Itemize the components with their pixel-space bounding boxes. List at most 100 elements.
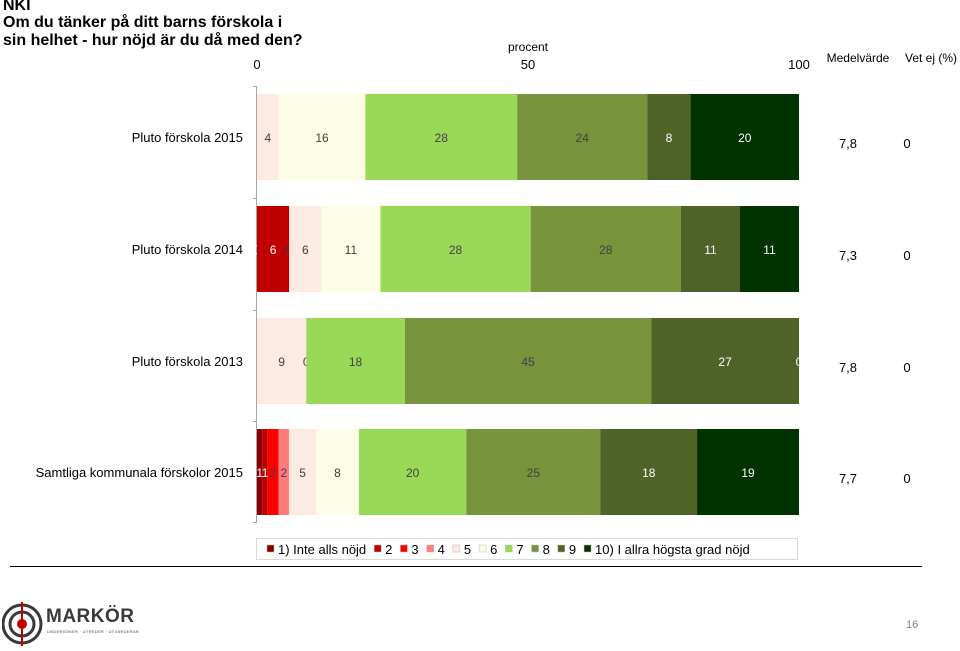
bar-segment	[466, 429, 601, 515]
legend-label: 1) Inte alls nöjd	[278, 542, 366, 557]
legend-label: 7	[516, 542, 523, 557]
bar-value-label: 28	[435, 131, 449, 145]
chart-question: Om du tänker på ditt barns förskola i si…	[3, 14, 303, 49]
bar-segment	[690, 94, 799, 180]
medelvarde-value: 7,7	[839, 471, 857, 486]
bar-value-label: 27	[718, 355, 732, 369]
bar-value-label: 11	[345, 243, 358, 257]
bar-segment	[358, 429, 467, 515]
bar-segment	[647, 94, 691, 180]
bar-value-label: 6	[270, 243, 277, 257]
bar-segment	[651, 318, 799, 404]
legend-label: 3	[411, 542, 418, 557]
legend-swatch	[531, 544, 539, 553]
bar-value-label: 18	[642, 466, 656, 480]
bar-value-label: 25	[527, 466, 541, 480]
category-label: Pluto förskola 2013	[132, 354, 243, 369]
bar-segment	[306, 318, 405, 404]
legend-label: 9	[569, 542, 576, 557]
bar-value-label: 18	[349, 355, 363, 369]
bar-value-label: 9	[278, 355, 285, 369]
legend-swatch	[373, 544, 382, 553]
bar-value-label: 16	[315, 131, 329, 145]
bar-value-label: 2	[270, 466, 277, 480]
bar-segment	[257, 206, 290, 292]
category-label: Pluto förskola 2014	[132, 242, 243, 257]
bar-segment	[517, 94, 648, 180]
vet-ej-value: 0	[903, 471, 910, 486]
bar-segment	[289, 206, 322, 292]
bar-value-label: 8	[666, 131, 673, 145]
category-label: Pluto förskola 2015	[132, 130, 243, 145]
bar-segment	[278, 94, 366, 180]
legend-swatch	[478, 544, 487, 553]
bar-segment	[278, 429, 290, 515]
bar-value-label: 28	[599, 243, 613, 257]
bar-segment	[404, 318, 652, 404]
bar-value-label: 45	[521, 355, 535, 369]
vet-ej-header: Vet ej (%)	[905, 51, 957, 65]
legend-label: 6	[490, 542, 497, 557]
bar-value-label: 1	[262, 466, 269, 480]
legend-swatch	[557, 544, 566, 553]
x-tick-label: 50	[521, 57, 535, 72]
bar-value-label: 11	[763, 243, 776, 257]
logo-tagline: UNDERSÖKER · UTREDER · UTVÄRDERAR	[47, 629, 140, 634]
footer-rule	[10, 566, 922, 567]
chart-legend: 1) Inte alls nöjd 2 3 4 5 6 7 8 9 10) I allra hög…	[256, 538, 798, 560]
legend-swatch	[505, 544, 513, 553]
x-axis-title: procent	[508, 40, 549, 54]
bar-segment	[316, 429, 359, 515]
bar-value-label: 11	[704, 243, 717, 257]
bar-segment	[321, 206, 381, 292]
bar-segment	[257, 429, 263, 515]
target-icon	[2, 602, 43, 646]
bar-segment	[739, 206, 799, 292]
bar-segment	[289, 429, 317, 515]
bar-segment	[365, 94, 518, 180]
vet-ej-value: 0	[903, 248, 910, 263]
legend-items: 1) Inte alls nöjd 2 3 4 5 6 7 8 9 10) I allra hög…	[266, 542, 750, 557]
legend-swatch	[400, 544, 408, 553]
bar-value-label: 19	[741, 466, 755, 480]
vet-ej-value: 0	[903, 136, 910, 151]
bar-segment	[262, 429, 268, 515]
bar-segment	[380, 206, 531, 292]
x-tick-label: 100	[788, 57, 810, 72]
bar-value-label: 6	[302, 243, 309, 257]
bar-segment	[267, 429, 279, 515]
bar-value-label: 8	[334, 466, 341, 480]
bar-value-label: 24	[576, 131, 590, 145]
bar-value-label: 20	[738, 131, 752, 145]
bar-value-label: 1	[256, 466, 263, 480]
page-number: 16	[906, 619, 919, 631]
vet-ej-value: 0	[903, 360, 910, 375]
bar-segment	[600, 429, 698, 515]
bar-value-label: 4	[264, 131, 271, 145]
markor-logo: MARKÖR UNDERSÖKER · UTREDER · UTVÄRDERAR	[2, 602, 142, 646]
medelvarde-value: 7,8	[839, 136, 857, 151]
bar-value-label: 28	[449, 243, 463, 257]
bar-value-label: 20	[406, 466, 420, 480]
bar-segment	[257, 94, 279, 180]
legend-label: 2	[385, 542, 392, 557]
category-label: Samtliga kommunala förskolor 2015	[36, 465, 243, 480]
legend-swatch	[583, 544, 592, 553]
bar-value-label: 2	[280, 466, 287, 480]
x-tick-label: 0	[253, 57, 260, 72]
bar-segment	[530, 206, 681, 292]
bar-segment	[697, 429, 799, 515]
bar-segment	[680, 206, 740, 292]
medelvarde-header: Medelvärde	[827, 51, 890, 65]
legend-label: 5	[464, 542, 471, 557]
legend-swatch	[266, 544, 275, 553]
bar-segment	[257, 318, 307, 404]
legend-label: 10) I allra högsta grad nöjd	[595, 542, 750, 557]
medelvarde-value: 7,3	[839, 248, 857, 263]
bar-value-label: 0	[796, 355, 803, 369]
legend-label: 4	[438, 542, 445, 557]
medelvarde-value: 7,8	[839, 360, 857, 375]
legend-swatch	[452, 544, 461, 553]
logo-wordmark: MARKÖR	[46, 606, 135, 627]
